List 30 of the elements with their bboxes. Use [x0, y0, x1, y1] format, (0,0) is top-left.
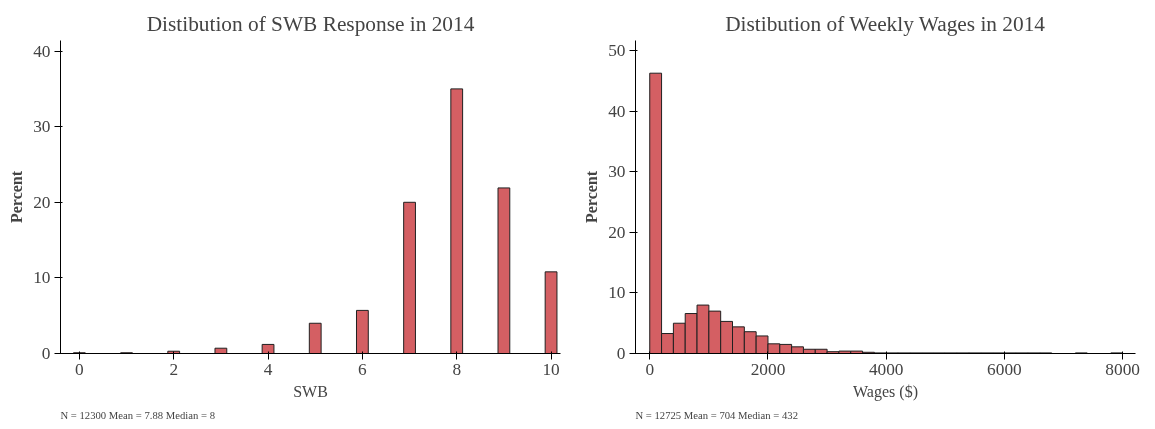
y-tick-label: 0 — [616, 344, 626, 363]
x-tick-label: 6000 — [987, 359, 1022, 379]
x-tick-label: 2 — [169, 359, 179, 379]
x-tick-label: 4000 — [868, 359, 904, 379]
x-tick-label: 2000 — [750, 359, 786, 379]
y-tick-label: 40 — [608, 101, 626, 121]
x-tick-label: 0 — [645, 359, 655, 379]
x-tick-label: 0 — [75, 359, 84, 379]
x-axis-title: SWB — [293, 382, 328, 400]
y-tick-label: 50 — [608, 41, 626, 61]
y-tick-label: 0 — [41, 344, 51, 363]
x-tick-label: 8 — [452, 359, 462, 379]
y-tick-label: 10 — [608, 283, 626, 303]
y-axis-title: Percent — [583, 170, 601, 224]
x-tick-label: 8000 — [1105, 359, 1140, 379]
x-tick-label: 10 — [542, 359, 560, 379]
chart-title: Distibution of SWB Response in 2014 — [146, 11, 475, 36]
x-tick-label: 4 — [263, 359, 273, 379]
y-tick-label: 10 — [33, 268, 51, 288]
x-tick-label: 6 — [358, 359, 368, 379]
y-axis-title: Percent — [8, 170, 26, 224]
y-tick-label: 30 — [608, 162, 626, 182]
chart-title: Distibution of Weekly Wages in 2014 — [725, 11, 1046, 36]
y-tick-label: 20 — [33, 192, 51, 212]
text: N = 12725 Mean = 704 Median = 432 — [635, 409, 798, 421]
text: N = 12300 Mean = 7.88 Median = 8 — [60, 409, 215, 421]
y-tick-label: 20 — [608, 222, 626, 242]
y-tick-label: 40 — [33, 41, 51, 61]
x-axis-title: Wages ($) — [853, 382, 918, 401]
y-tick-label: 30 — [33, 117, 51, 137]
